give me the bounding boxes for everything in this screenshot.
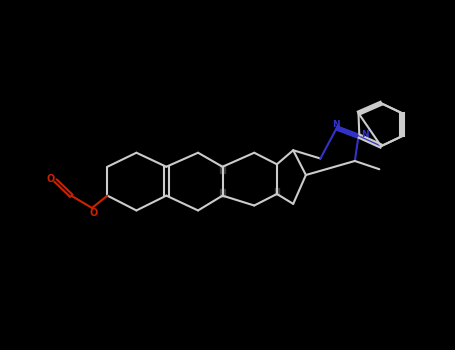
Polygon shape [275,188,279,195]
Text: O: O [47,174,55,184]
Polygon shape [220,165,225,173]
Text: N: N [361,130,369,139]
Text: N: N [332,120,339,129]
Text: O: O [90,208,98,218]
Polygon shape [220,189,225,197]
